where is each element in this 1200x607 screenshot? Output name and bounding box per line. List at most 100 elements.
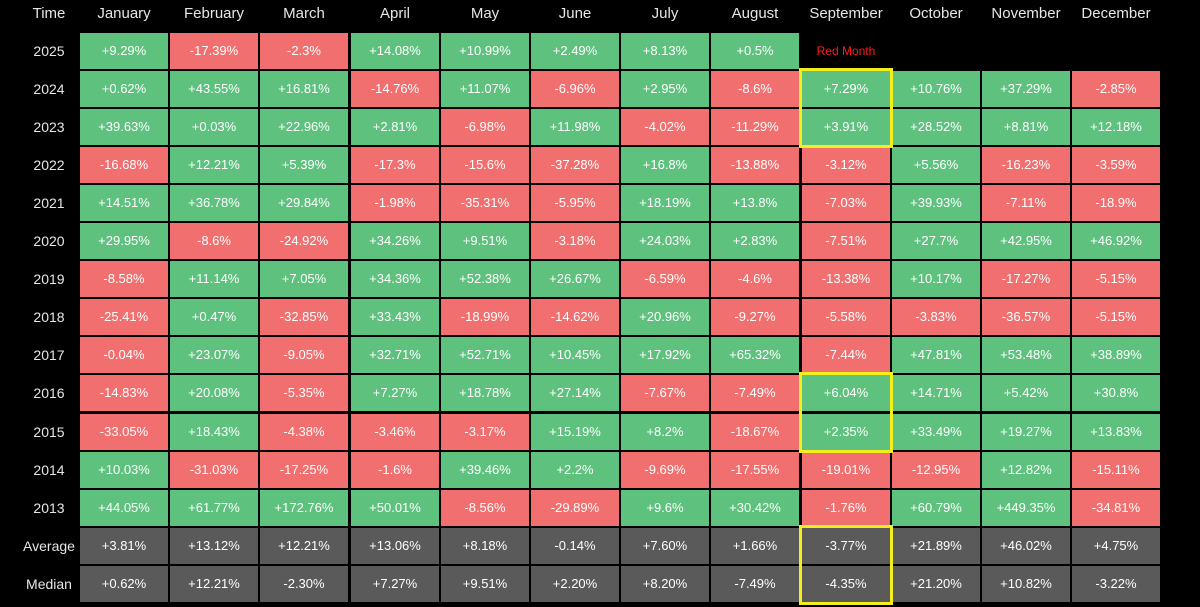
column-header-may: May [470,5,500,22]
cell-2016-may: +18.78% [441,375,529,411]
cell-2020-january: +29.95% [80,223,168,259]
cell-2023-may: -6.98% [441,109,529,145]
cell-2023-september: +3.91% [802,109,890,145]
cell-2015-may: -3.17% [441,414,529,450]
row-label-2023: 2023 [33,119,65,135]
cell-2018-november: -36.57% [982,299,1070,335]
cell-average-october: +21.89% [892,528,980,564]
cell-2025-february: -17.39% [170,33,258,69]
column-header-september: September [809,5,883,22]
row-label-2016: 2016 [33,385,65,401]
cell-median-february: +12.21% [170,566,258,602]
cell-average-november: +46.02% [982,528,1070,564]
cell-2023-march: +22.96% [260,109,348,145]
cell-2025-april: +14.08% [351,33,439,69]
cell-2014-september: -19.01% [802,452,890,488]
cell-average-may: +8.18% [441,528,529,564]
cell-median-july: +8.20% [621,566,709,602]
row-label-2020: 2020 [33,233,65,249]
cell-average-september: -3.77% [802,528,890,564]
cell-median-april: +7.27% [351,566,439,602]
cell-2019-december: -5.15% [1072,261,1160,297]
cell-2013-april: +50.01% [351,490,439,526]
cell-2021-may: -35.31% [441,185,529,221]
cell-2023-november: +8.81% [982,109,1070,145]
cell-2024-january: +0.62% [80,71,168,107]
cell-2016-december: +30.8% [1072,375,1160,411]
row-label-2013: 2013 [33,500,65,516]
cell-2013-february: +61.77% [170,490,258,526]
cell-2022-march: +5.39% [260,147,348,183]
cell-2024-march: +16.81% [260,71,348,107]
cell-2015-february: +18.43% [170,414,258,450]
cell-2014-june: +2.2% [531,452,619,488]
cell-2017-november: +53.48% [982,337,1070,373]
cell-2020-april: +34.26% [351,223,439,259]
cell-2021-november: -7.11% [982,185,1070,221]
cell-2016-april: +7.27% [351,375,439,411]
cell-2017-october: +47.81% [892,337,980,373]
cell-average-february: +13.12% [170,528,258,564]
cell-2017-february: +23.07% [170,337,258,373]
cell-2017-may: +52.71% [441,337,529,373]
cell-2014-may: +39.46% [441,452,529,488]
corner-label: Time [32,5,66,22]
cell-2015-november: +19.27% [982,414,1070,450]
cell-2018-june: -14.62% [531,299,619,335]
cell-2019-october: +10.17% [892,261,980,297]
cell-2021-december: -18.9% [1072,185,1160,221]
cell-median-november: +10.82% [982,566,1070,602]
cell-2022-may: -15.6% [441,147,529,183]
row-label-2025: 2025 [33,43,65,59]
cell-2020-december: +46.92% [1072,223,1160,259]
row-label-median: Median [26,576,72,592]
cell-2014-july: -9.69% [621,452,709,488]
cell-2018-october: -3.83% [892,299,980,335]
cell-2014-august: -17.55% [711,452,799,488]
cell-2013-may: -8.56% [441,490,529,526]
column-header-december: December [1081,5,1151,22]
cell-2021-january: +14.51% [80,185,168,221]
cell-2017-september: -7.44% [802,337,890,373]
cell-2014-december: -15.11% [1072,452,1160,488]
row-label-2024: 2024 [33,81,65,97]
cell-2019-september: -13.38% [802,261,890,297]
row-label-2021: 2021 [33,195,65,211]
cell-2016-january: -14.83% [80,375,168,411]
cell-2020-november: +42.95% [982,223,1070,259]
column-header-april: April [379,5,410,22]
cell-average-april: +13.06% [351,528,439,564]
cell-2020-june: -3.18% [531,223,619,259]
cell-median-august: -7.49% [711,566,799,602]
cell-2015-august: -18.67% [711,414,799,450]
cell-median-june: +2.20% [531,566,619,602]
cell-2019-february: +11.14% [170,261,258,297]
cell-2017-july: +17.92% [621,337,709,373]
row-label-2022: 2022 [33,157,65,173]
cell-2022-september: -3.12% [802,147,890,183]
cell-2015-june: +15.19% [531,414,619,450]
cell-2018-february: +0.47% [170,299,258,335]
cell-2022-december: -3.59% [1072,147,1160,183]
red-month-annotation: Red Month [816,44,876,58]
row-label-2015: 2015 [33,424,65,440]
cell-2017-june: +10.45% [531,337,619,373]
cell-2021-august: +13.8% [711,185,799,221]
cell-2025-august: +0.5% [711,33,799,69]
cell-2018-april: +33.43% [351,299,439,335]
cell-median-january: +0.62% [80,566,168,602]
cell-2016-june: +27.14% [531,375,619,411]
cell-2017-january: -0.04% [80,337,168,373]
cell-2024-november: +37.29% [982,71,1070,107]
cell-2017-december: +38.89% [1072,337,1160,373]
cell-2020-march: -24.92% [260,223,348,259]
cell-2022-february: +12.21% [170,147,258,183]
cell-2020-august: +2.83% [711,223,799,259]
cell-2018-september: -5.58% [802,299,890,335]
cell-median-october: +21.20% [892,566,980,602]
cell-median-september: -4.35% [802,566,890,602]
cell-2024-july: +2.95% [621,71,709,107]
cell-2015-december: +13.83% [1072,414,1160,450]
cell-2025-june: +2.49% [531,33,619,69]
cell-average-august: +1.66% [711,528,799,564]
